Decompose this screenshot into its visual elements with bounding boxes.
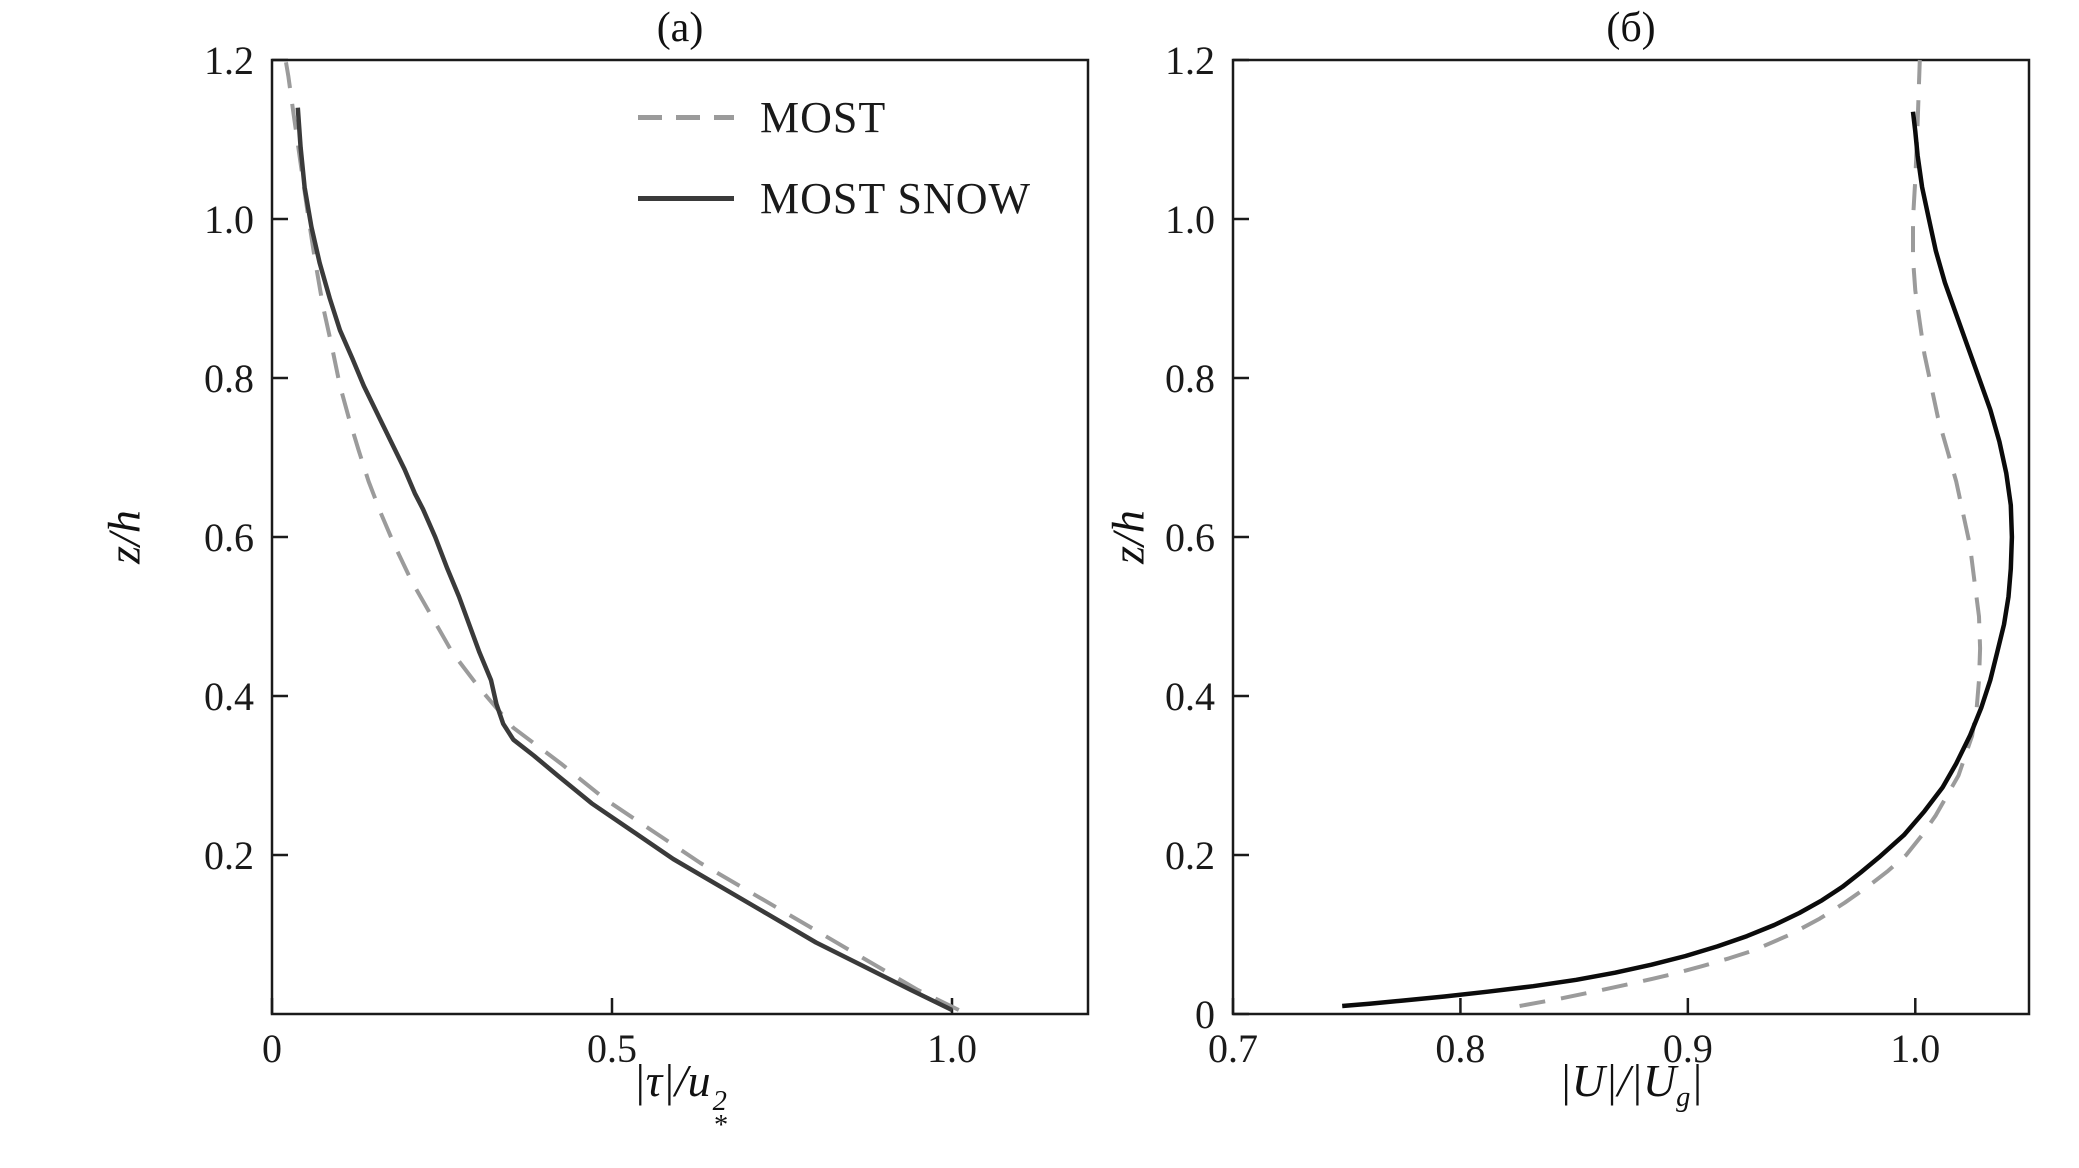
- svg-text:1.0: 1.0: [1165, 197, 1215, 242]
- panel-a-title: (a): [656, 5, 704, 51]
- legend-label-most: MOST: [760, 93, 887, 142]
- legend-item-most: MOST: [638, 92, 1031, 143]
- svg-text:0.6: 0.6: [1165, 515, 1215, 560]
- xlabel-b-u2: U: [1642, 1055, 1677, 1106]
- svg-text:0.4: 0.4: [204, 674, 254, 719]
- svg-text:0.4: 0.4: [1165, 674, 1215, 719]
- legend: MOST MOST SNOW: [638, 92, 1031, 224]
- svg-text:1.2: 1.2: [204, 38, 254, 83]
- xlabel-b-sub: g: [1676, 1082, 1691, 1114]
- svg-text:0.8: 0.8: [1435, 1026, 1485, 1071]
- panel-b-yaxis-label: z/h: [1102, 510, 1154, 564]
- svg-text:0.5: 0.5: [587, 1026, 637, 1071]
- xlabel-b-p3: |: [1690, 1055, 1704, 1106]
- svg-text:0.9: 0.9: [1663, 1026, 1713, 1071]
- solid-line-sample-icon: [638, 196, 734, 201]
- xlabel-b-p2: |/|: [1604, 1055, 1643, 1106]
- legend-label-most-snow: MOST SNOW: [760, 174, 1032, 223]
- xlabel-b-u1: U: [1571, 1055, 1605, 1106]
- svg-text:1.2: 1.2: [1165, 38, 1215, 83]
- xlabel-a-pre: |τ|/: [633, 1055, 688, 1106]
- svg-text:0.6: 0.6: [204, 515, 254, 560]
- svg-text:0: 0: [262, 1026, 282, 1071]
- legend-item-most-snow: MOST SNOW: [638, 173, 1031, 224]
- svg-text:0.8: 0.8: [1165, 356, 1215, 401]
- xlabel-a-sub: *: [712, 1109, 727, 1141]
- svg-text:0.7: 0.7: [1208, 1026, 1258, 1071]
- svg-text:0.8: 0.8: [204, 356, 254, 401]
- panel-b-title: (б): [1606, 5, 1656, 51]
- svg-text:1.0: 1.0: [204, 197, 254, 242]
- svg-text:0.2: 0.2: [204, 833, 254, 878]
- svg-text:0.2: 0.2: [1165, 833, 1215, 878]
- svg-text:1.0: 1.0: [1890, 1026, 1940, 1071]
- xlabel-b-p1: |: [1558, 1055, 1572, 1106]
- panel-a-xaxis-label: |τ|/u 2 *: [272, 1054, 1088, 1139]
- panel-a-yaxis-label: z/h: [98, 510, 150, 564]
- dashed-line-sample-icon: [638, 115, 734, 120]
- svg-text:0: 0: [1195, 992, 1215, 1037]
- svg-text:1.0: 1.0: [927, 1026, 977, 1071]
- panel-b-xaxis-label: |U|/|Ug|: [1233, 1054, 2029, 1114]
- xlabel-a-supsub: 2 *: [712, 1086, 727, 1141]
- xlabel-a-sup: 2: [712, 1086, 727, 1118]
- xlabel-a-base: u: [687, 1055, 711, 1106]
